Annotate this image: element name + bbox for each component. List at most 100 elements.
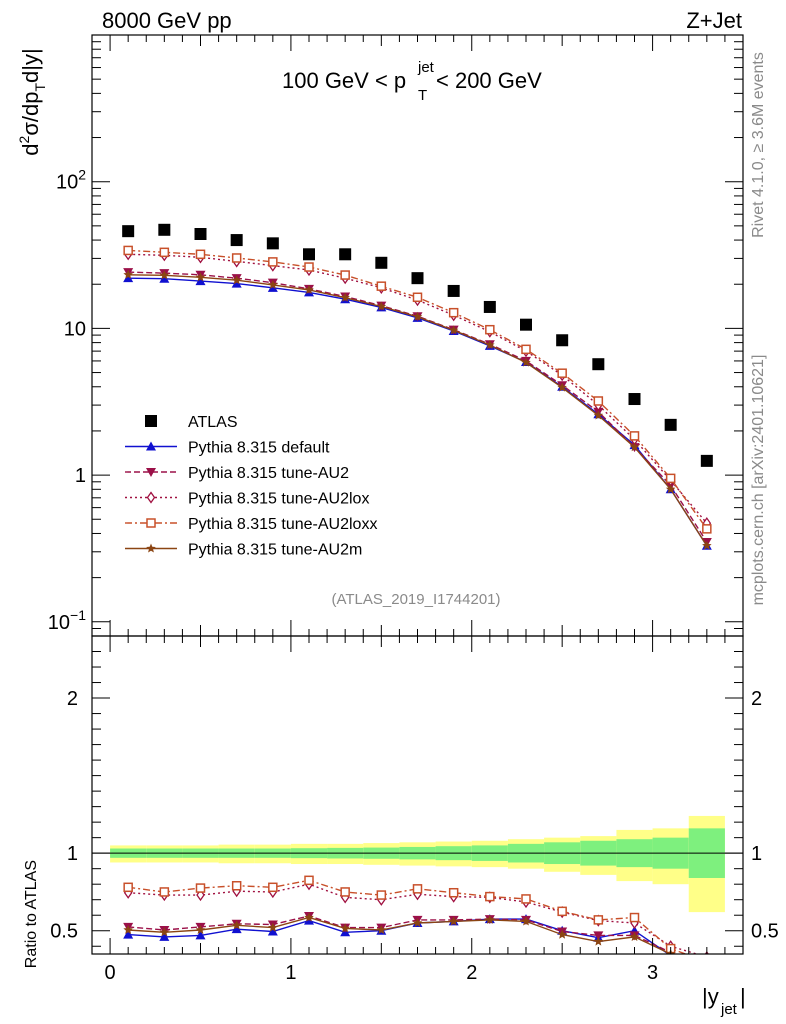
main-point-ATLAS bbox=[700, 454, 713, 467]
main-point-AU2loxx bbox=[485, 324, 495, 335]
ratio-point-default bbox=[702, 960, 712, 969]
ratio-point-AU2loxx bbox=[593, 915, 604, 925]
main-point-ATLAS bbox=[483, 300, 496, 313]
svg-text:|y: |y bbox=[702, 984, 719, 1009]
main-point-AU2loxx bbox=[376, 281, 387, 291]
ratio-point-default bbox=[267, 926, 278, 936]
main-point-default bbox=[159, 273, 170, 283]
ratio-point-AU2m bbox=[268, 922, 278, 932]
main-series-AU2m bbox=[123, 269, 712, 550]
legend-marker-AU2 bbox=[146, 468, 156, 477]
ratio-point-AU2loxx bbox=[123, 882, 133, 893]
ratio-frame bbox=[91, 635, 744, 955]
legend-marker-default bbox=[146, 441, 156, 451]
ratio-point-default bbox=[159, 931, 170, 941]
svg-text:jet: jet bbox=[720, 1001, 738, 1018]
ratio-point-AU2m bbox=[521, 916, 531, 926]
svg-text:d2σ/dpTd|y|: d2σ/dpTd|y| bbox=[16, 48, 48, 155]
main-point-AU2loxx bbox=[159, 247, 170, 258]
main-line-AU2lox bbox=[128, 253, 708, 524]
legend-item-AU2lox: Pythia 8.315 tune-AU2lox bbox=[125, 491, 369, 508]
ratio-point-AU2m bbox=[702, 960, 712, 969]
main-panel-series bbox=[122, 223, 713, 550]
x-tick-label: 0 bbox=[105, 962, 116, 984]
ratio-point-AU2loxx bbox=[304, 875, 314, 886]
legend-marker-ATLAS bbox=[145, 415, 157, 427]
main-point-ATLAS bbox=[194, 227, 207, 240]
ratio-point-AU2loxx bbox=[485, 891, 495, 902]
ratio-point-AU2loxx bbox=[629, 912, 640, 923]
ratio-point-AU2loxx bbox=[703, 958, 711, 966]
legend-label-ATLAS: ATLAS bbox=[188, 414, 238, 431]
main-point-AU2m bbox=[123, 269, 133, 279]
main-point-AU2m bbox=[412, 311, 423, 321]
main-series-ATLAS bbox=[122, 223, 713, 467]
legend-label-AU2m: Pythia 8.315 tune-AU2m bbox=[188, 542, 362, 559]
ratio-point-AU2loxx bbox=[521, 894, 531, 904]
ratio-point-AU2m bbox=[629, 931, 640, 941]
main-point-AU2loxx bbox=[521, 344, 531, 355]
cut-label-sub: T bbox=[418, 87, 427, 104]
main-point-ATLAS bbox=[122, 225, 135, 238]
cut-label-pre: 100 GeV < p bbox=[282, 68, 406, 93]
ratio-point-AU2 bbox=[593, 931, 604, 941]
main-point-ATLAS bbox=[266, 237, 279, 250]
ratio-y-tick-label-right: 0.5 bbox=[751, 921, 779, 943]
cut-label-post: < 200 GeV bbox=[436, 68, 542, 93]
x-tick-label: 2 bbox=[466, 962, 477, 984]
ratio-point-AU2loxx bbox=[340, 887, 350, 897]
ratio-line-AU2lox bbox=[128, 883, 699, 954]
x-tick-label: 1 bbox=[285, 962, 296, 984]
cut-label-sup: jet bbox=[417, 59, 435, 76]
legend-label-AU2: Pythia 8.315 tune-AU2 bbox=[188, 465, 349, 482]
main-y-tick-label: 10 bbox=[64, 318, 86, 340]
main-point-ATLAS bbox=[520, 318, 532, 331]
main-point-AU2m bbox=[304, 284, 314, 294]
main-point-AU2loxx bbox=[448, 307, 459, 318]
main-point-ATLAS bbox=[592, 358, 605, 371]
main-y-tick-label: 102 bbox=[56, 167, 86, 194]
energy-label: 8000 GeV pp bbox=[102, 8, 232, 33]
ratio-y-tick-label-left: 2 bbox=[67, 688, 78, 710]
main-point-AU2loxx bbox=[195, 249, 206, 260]
main-y-tick-label: 1 bbox=[75, 465, 86, 487]
legend-item-AU2: Pythia 8.315 tune-AU2 bbox=[125, 465, 349, 482]
main-point-AU2m bbox=[485, 340, 495, 350]
ratio-point-AU2m bbox=[159, 927, 170, 937]
main-point-ATLAS bbox=[664, 418, 677, 431]
main-point-default bbox=[195, 276, 206, 286]
main-point-ATLAS bbox=[556, 334, 569, 347]
main-point-AU2loxx bbox=[702, 524, 712, 534]
main-point-AU2m bbox=[195, 272, 206, 282]
ratio-point-default bbox=[123, 929, 134, 939]
main-point-AU2loxx bbox=[340, 270, 350, 280]
process-label: Z+Jet bbox=[686, 8, 742, 33]
legend-marker-AU2loxx bbox=[146, 518, 156, 528]
main-series-AU2lox bbox=[123, 248, 712, 530]
ratio-point-AU2loxx bbox=[195, 883, 206, 893]
ratio-point-AU2m bbox=[123, 925, 133, 934]
ratio-y-tick-label-left: 0.5 bbox=[50, 921, 78, 943]
rivet-version-label: Rivet 4.1.0, ≥ 3.6M events bbox=[750, 52, 767, 238]
main-point-AU2loxx bbox=[665, 473, 676, 484]
main-line-AU2loxx bbox=[128, 249, 708, 530]
main-y-tick-label: 10−1 bbox=[48, 607, 86, 634]
main-point-AU2loxx bbox=[557, 368, 567, 378]
main-point-AU2m bbox=[702, 540, 712, 550]
main-point-ATLAS bbox=[339, 248, 352, 261]
main-point-AU2m bbox=[268, 279, 278, 289]
ratio-series-AU2loxx bbox=[123, 875, 711, 966]
main-point-AU2m bbox=[448, 325, 459, 335]
main-point-AU2m bbox=[557, 382, 567, 392]
ratio-series-AU2m bbox=[123, 912, 712, 969]
ratio-point-AU2m bbox=[448, 916, 459, 926]
ratio-point-AU2loxx bbox=[231, 880, 242, 891]
ratio-point-AU2m bbox=[557, 929, 567, 939]
main-y-axis-title: d2σ/dpTd|y| bbox=[16, 48, 48, 155]
main-point-AU2m bbox=[593, 410, 604, 420]
ratio-point-AU2m bbox=[593, 936, 604, 946]
ratio-panel-series bbox=[123, 875, 712, 969]
ratio-point-AU2loxx bbox=[268, 882, 278, 893]
ratio-y-tick-label-right: 1 bbox=[751, 843, 762, 865]
